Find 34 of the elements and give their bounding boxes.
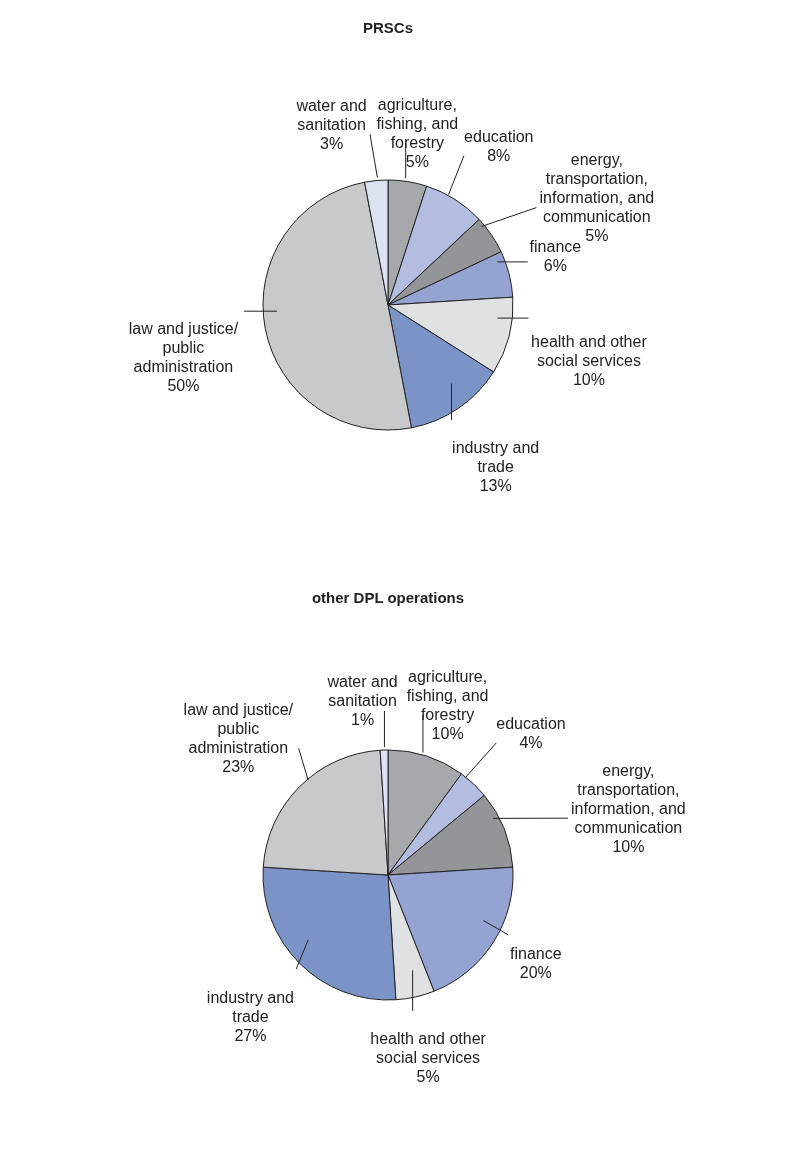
data-label: 8% xyxy=(487,146,511,164)
slice-label: law and justice/public administration xyxy=(128,320,239,376)
data-label: 4% xyxy=(519,734,543,752)
slice-label: health and other social services xyxy=(531,332,648,369)
slice-label: health and other social services xyxy=(370,1030,487,1067)
data-label: 1% xyxy=(351,711,375,729)
chart-title: PRSCs xyxy=(362,19,414,36)
slice-label: finance xyxy=(510,944,562,962)
slice-label: law and justice/public administration xyxy=(183,701,294,757)
slice-label: energy, transportation, information, and communication xyxy=(571,761,686,836)
chart-title: other DPL operations xyxy=(311,589,465,606)
slice-label: education xyxy=(496,715,566,733)
slice-label: finance xyxy=(529,238,582,256)
data-label: 5% xyxy=(405,152,429,170)
data-label: 50% xyxy=(167,377,200,395)
slice-label: agriculture, fishing, and forestry xyxy=(376,95,459,151)
data-label: 27% xyxy=(234,1026,267,1044)
data-label: 3% xyxy=(319,134,344,152)
data-label: 23% xyxy=(222,758,255,776)
data-label: 5% xyxy=(585,227,609,245)
data-label: 20% xyxy=(519,963,552,981)
data-label: 10% xyxy=(612,837,645,855)
slice-label: water and sanitation xyxy=(326,673,398,710)
slice-label: industry and trade xyxy=(206,988,295,1025)
data-label: 5% xyxy=(416,1068,440,1086)
data-label: 10% xyxy=(431,724,464,742)
slice-label: agriculture, fishing, and forestry xyxy=(406,667,489,723)
slice-label: industry and trade xyxy=(452,439,540,476)
slice-label: water and sanitation xyxy=(295,96,367,133)
data-label: 6% xyxy=(543,257,567,275)
slice-label: energy, transportation, information, and communication xyxy=(539,151,655,226)
data-label: 13% xyxy=(479,477,512,495)
slice-label: education xyxy=(464,127,534,145)
data-label: 10% xyxy=(572,370,605,388)
